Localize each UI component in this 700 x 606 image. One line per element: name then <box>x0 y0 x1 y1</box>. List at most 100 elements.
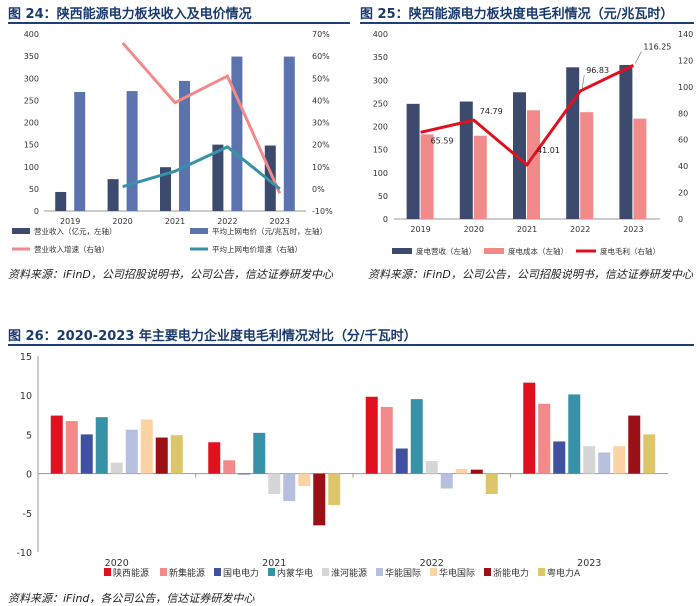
chart3-legend-label: 淮河能源 <box>331 567 367 579</box>
chart2-bar-cost <box>473 135 487 219</box>
chart1-bar-price <box>179 80 190 211</box>
chart2-bar-revenue <box>406 103 420 219</box>
chart2-x-tick: 2021 <box>517 225 537 234</box>
chart3-legend-label: 华电国际 <box>439 567 475 579</box>
chart2-bar-cost <box>580 112 594 219</box>
chart2-x-tick: 2022 <box>570 225 590 234</box>
chart3-bar <box>223 460 236 474</box>
chart2-bar-revenue <box>513 92 526 219</box>
chart1-left-tick: 100 <box>24 163 39 172</box>
chart1-right-tick: 60% <box>312 52 330 61</box>
chart3-bar <box>65 421 78 474</box>
chart3-bar <box>628 415 641 474</box>
chart2-legend-swatch <box>484 248 504 254</box>
chart3-bar <box>50 415 63 474</box>
chart1-bar-revenue <box>264 145 276 211</box>
chart3-bar <box>425 461 438 474</box>
chart1-left-tick: 350 <box>24 52 39 61</box>
chart2-bar-cost <box>633 118 647 219</box>
chart3-bar <box>380 406 393 474</box>
chart3-bar <box>470 469 483 474</box>
chart1-right-tick: 30% <box>312 119 330 128</box>
chart3-bar <box>643 434 656 474</box>
chart2-bar-revenue <box>619 64 633 219</box>
chart2-left-tick: 350 <box>373 53 388 62</box>
chart3-title: 图 26：2020-2023 年主要电力企业度电毛利情况对比（分/千瓦时） <box>8 329 417 344</box>
chart3-bar <box>283 473 296 502</box>
chart3-legend-swatch <box>160 568 167 576</box>
chart3-x-tick: 2021 <box>262 558 286 569</box>
chart1-legend-swatch <box>190 228 208 234</box>
chart3-bar <box>268 473 281 494</box>
chart3-legend-swatch <box>484 568 491 576</box>
chart3-bar <box>125 429 138 474</box>
chart3-bar <box>553 441 566 474</box>
chart1-bar-revenue <box>107 179 119 211</box>
chart3-y-tick: 10 <box>20 391 32 402</box>
chart3-x-tick: 2020 <box>105 558 129 569</box>
chart2-data-label: 41.01 <box>537 146 560 155</box>
chart1-x-tick: 2019 <box>60 217 80 226</box>
chart1-bar-price <box>231 56 243 211</box>
chart2-right-tick: 20 <box>678 189 688 198</box>
chart3-bar <box>313 473 326 526</box>
chart3-legend-swatch <box>322 568 329 576</box>
chart1-line-revenue-growth <box>121 41 282 194</box>
chart2-x-tick: 2020 <box>464 225 484 234</box>
chart3-y-tick: -10 <box>16 548 32 559</box>
chart1-right-tick: 10% <box>312 163 330 172</box>
chart2-data-label: 74.79 <box>480 107 503 116</box>
chart3-bar <box>538 403 551 474</box>
chart1-right-tick: 0% <box>312 185 325 194</box>
chart2-source: 资料来源：iFinD，公司公告，公司招股说明书，信达证券研发中心 <box>368 268 693 281</box>
chart2-left-tick: 400 <box>373 30 388 39</box>
chart1-source: 资料来源：iFinD，公司招股说明书，公司公告，信达证券研发中心 <box>8 268 333 281</box>
chart3-legend-label: 粤电力A <box>547 567 581 579</box>
chart3-bar <box>613 446 626 474</box>
chart1-bar-revenue <box>212 144 224 211</box>
chart2-legend-label: 度电毛利（右轴） <box>600 246 660 256</box>
chart1-legend-label: 营业收入（亿元，左轴） <box>34 226 117 236</box>
chart3-bar <box>440 473 453 489</box>
chart3-bar <box>110 462 123 474</box>
chart3-legend-label: 新集能源 <box>169 567 205 579</box>
chart2-right-tick: 140 <box>678 30 693 39</box>
chart3-bar <box>583 446 596 474</box>
chart1-right-tick: 50% <box>312 74 330 83</box>
chart1-right-tick: 40% <box>312 96 330 105</box>
chart2-data-label: 65.59 <box>431 136 454 145</box>
chart3-bar <box>95 417 108 474</box>
chart3-bar <box>208 442 221 474</box>
chart1-left-tick: 0 <box>34 207 39 216</box>
chart2-label-leader <box>528 154 536 163</box>
chart3-bar <box>410 399 423 474</box>
chart2-bar-revenue <box>566 67 580 219</box>
chart3-legend-label: 华能国际 <box>385 567 421 579</box>
chart3-legend-label: 内蒙华电 <box>277 567 313 579</box>
chart1-x-tick: 2021 <box>165 217 185 226</box>
chart3-legend-swatch <box>376 568 383 576</box>
chart1-title-rule <box>8 22 350 24</box>
chart3-bar <box>485 473 498 494</box>
chart1-x-tick: 2023 <box>270 217 290 226</box>
chart1-left-tick: 200 <box>24 119 39 128</box>
chart3-bar <box>155 437 168 474</box>
chart2-left-tick: 300 <box>373 76 388 85</box>
chart2-left-tick: 50 <box>378 192 388 201</box>
chart2-right-tick: 80 <box>678 109 688 118</box>
chart2-label-leader <box>581 75 585 90</box>
chart1-legend-swatch <box>12 228 30 234</box>
chart2-legend-label: 度电营收（左轴） <box>416 246 476 256</box>
chart3-bar <box>238 473 251 475</box>
chart1-legend-label: 平均上网电价（元/兆瓦时，左轴） <box>212 226 327 236</box>
chart2-right-tick: 40 <box>678 162 688 171</box>
chart3-bar <box>395 448 408 474</box>
chart3-legend-swatch <box>104 568 111 576</box>
chart3-legend-swatch <box>538 568 545 576</box>
chart1-legend-label: 平均上网电价增速（右轴） <box>212 244 302 254</box>
chart1-x-tick: 2020 <box>112 217 132 226</box>
chart3-source: 资料来源：iFind，各公司公告，信达证券研发中心 <box>8 592 255 605</box>
chart1-left-tick: 50 <box>29 185 39 194</box>
chart2-title: 图 25：陕西能源电力板块度电毛利情况（元/兆瓦时） <box>360 7 674 22</box>
